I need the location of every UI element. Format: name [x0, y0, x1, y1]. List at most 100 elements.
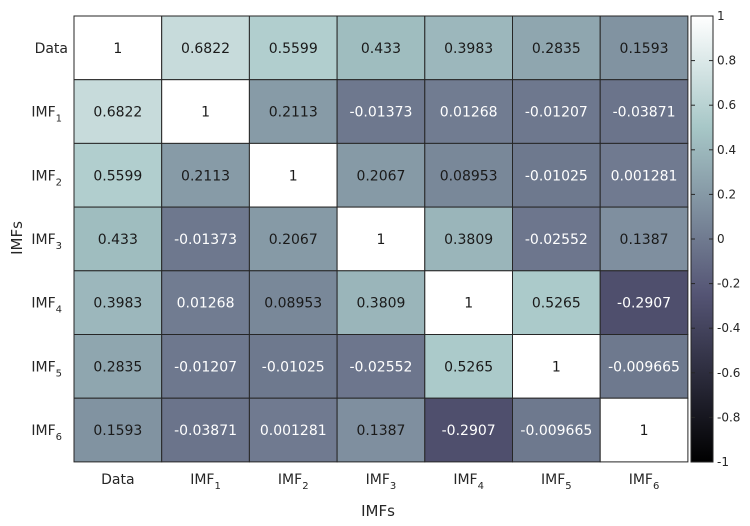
heatmap-cell	[248, 334, 338, 399]
heatmap-cell	[161, 206, 250, 272]
heatmap-cell	[248, 270, 338, 335]
cell-value-label: -0.01207	[174, 359, 237, 375]
y-tick-label: IMF1	[31, 105, 62, 125]
cell-value-label: 0.2113	[269, 105, 318, 121]
cell-value-label: 0.001281	[260, 423, 327, 439]
cell-value-label: 0.3983	[444, 41, 493, 57]
y-tick-label: IMF5	[31, 359, 62, 379]
heatmap-cell	[336, 142, 426, 208]
heatmap-cell	[161, 334, 250, 399]
heatmap-cell	[248, 142, 338, 208]
colorbar-tick-label: -0.4	[717, 321, 740, 335]
heatmap-cell	[248, 15, 338, 81]
heatmap-cells: 1 0.6822 0.5599 0.433 0.3983 0.2835 0.1593 0.68…	[73, 15, 689, 463]
heatmap-cell	[599, 334, 689, 399]
cell-value-label: 1	[464, 296, 473, 312]
colorbar-tick-label: 0	[717, 232, 725, 246]
x-tick-label: IMF2	[278, 472, 309, 492]
y-tick-label: IMF4	[31, 296, 62, 316]
x-tick-label: IMF4	[453, 472, 484, 492]
heatmap-cell	[248, 79, 338, 144]
colorbar: 1 0.8 0.6 0.4 0.2 0 -0.2 -0.4 -0.6 -0.8 -1	[690, 9, 740, 469]
cell-value-label: 1	[376, 232, 385, 248]
cell-value-label: 0.5599	[93, 168, 142, 184]
heatmap-cell	[73, 334, 163, 399]
heatmap-cell	[424, 142, 513, 208]
cell-value-label: 0.01268	[177, 296, 235, 312]
cell-value-label: 0.2067	[356, 168, 405, 184]
heatmap-cell	[73, 79, 163, 144]
cell-value-label: 0.5265	[444, 359, 493, 375]
heatmap-cell	[73, 206, 163, 272]
cell-value-label: -0.02552	[525, 232, 588, 248]
x-tick-labels: Data IMF1 IMF2 IMF3 IMF4 IMF5 IMF6	[101, 472, 659, 492]
cell-value-label: 1	[201, 105, 210, 121]
heatmap-cell	[424, 397, 513, 463]
heatmap-cell	[512, 206, 601, 272]
y-tick-label: Data	[35, 41, 68, 57]
cell-value-label: -0.01025	[262, 359, 325, 375]
x-axis-label: IMFs	[361, 502, 395, 520]
heatmap-cell	[424, 334, 513, 399]
cell-value-label: -0.01025	[525, 168, 588, 184]
cell-value-label: 0.5265	[532, 296, 581, 312]
colorbar-tick-label: -0.8	[717, 410, 740, 424]
y-tick-label: IMF2	[31, 168, 62, 188]
heatmap-cell	[73, 270, 163, 335]
heatmap-cell	[424, 15, 513, 81]
cell-value-label: 0.2113	[181, 168, 230, 184]
cell-value-label: 0.1387	[620, 232, 669, 248]
cell-value-label: -0.009665	[520, 423, 592, 439]
heatmap-cell	[73, 15, 163, 81]
heatmap-cell	[336, 206, 426, 272]
heatmap-cell	[599, 270, 689, 335]
y-tick-label: IMF6	[31, 423, 62, 443]
heatmap-cell	[161, 142, 250, 208]
cell-value-label: 0.6822	[181, 41, 230, 57]
heatmap-cell	[599, 79, 689, 144]
y-tick-labels: Data IMF1 IMF2 IMF3 IMF4 IMF5 IMF6	[31, 41, 68, 443]
cell-value-label: 0.08953	[264, 296, 322, 312]
cell-value-label: 1	[289, 168, 298, 184]
cell-value-label: 0.433	[361, 41, 401, 57]
heatmap-cell	[336, 334, 426, 399]
cell-value-label: -0.03871	[174, 423, 237, 439]
heatmap-cell	[73, 397, 163, 463]
cell-value-label: 1	[113, 41, 122, 57]
cell-value-label: -0.02552	[349, 359, 412, 375]
cell-value-label: 0.3983	[93, 296, 142, 312]
cell-value-label: 0.6822	[93, 105, 142, 121]
cell-value-label: -0.2907	[442, 423, 496, 439]
cell-value-label: 0.433	[98, 232, 138, 248]
colorbar-tick-label: 0.8	[717, 54, 736, 68]
colorbar-tick-label: 1	[717, 9, 725, 23]
cell-value-label: 0.1593	[93, 423, 142, 439]
cell-value-label: 0.2067	[269, 232, 318, 248]
x-tick-label: IMF1	[190, 472, 221, 492]
cell-value-label: 0.5599	[269, 41, 318, 57]
x-tick-label: IMF3	[366, 472, 397, 492]
heatmap-cell	[599, 206, 689, 272]
cell-value-label: 0.001281	[611, 168, 678, 184]
colorbar-tick-label: -1	[717, 455, 729, 469]
cell-value-label: -0.01373	[174, 232, 237, 248]
heatmap-cell	[512, 79, 601, 144]
y-tick-label: IMF3	[31, 232, 62, 252]
cell-value-label: -0.009665	[608, 359, 680, 375]
cell-value-label: 0.3809	[444, 232, 493, 248]
x-tick-label: IMF5	[541, 472, 572, 492]
cell-value-label: 0.2835	[93, 359, 142, 375]
heatmap-cell	[248, 397, 338, 463]
cell-value-label: -0.01207	[525, 105, 588, 121]
cell-value-label: 1	[552, 359, 561, 375]
x-tick-label: IMF6	[629, 472, 660, 492]
cell-value-label: 0.1593	[620, 41, 669, 57]
colorbar-tick-label: -0.6	[717, 366, 740, 380]
cell-value-label: 1	[640, 423, 649, 439]
heatmap-cell	[599, 142, 689, 208]
cell-value-label: -0.2907	[617, 296, 671, 312]
colorbar-tick-label: 0.4	[717, 143, 736, 157]
x-tick-label: Data	[101, 472, 134, 488]
